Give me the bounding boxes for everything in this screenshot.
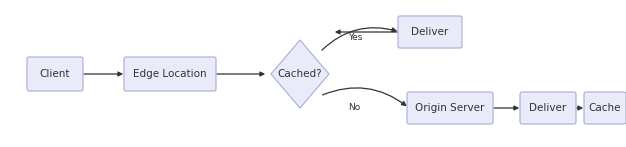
FancyBboxPatch shape (584, 92, 626, 124)
Text: Deliver: Deliver (411, 27, 449, 37)
Text: No: No (348, 102, 360, 112)
Polygon shape (271, 40, 329, 108)
Text: Cache: Cache (588, 103, 621, 113)
Text: Client: Client (39, 69, 70, 79)
FancyBboxPatch shape (27, 57, 83, 91)
Text: Cached?: Cached? (278, 69, 322, 79)
Text: Yes: Yes (348, 32, 362, 41)
FancyBboxPatch shape (407, 92, 493, 124)
Text: Origin Server: Origin Server (415, 103, 485, 113)
FancyBboxPatch shape (124, 57, 216, 91)
FancyBboxPatch shape (520, 92, 576, 124)
Text: Deliver: Deliver (530, 103, 567, 113)
FancyBboxPatch shape (398, 16, 462, 48)
Text: Edge Location: Edge Location (133, 69, 207, 79)
